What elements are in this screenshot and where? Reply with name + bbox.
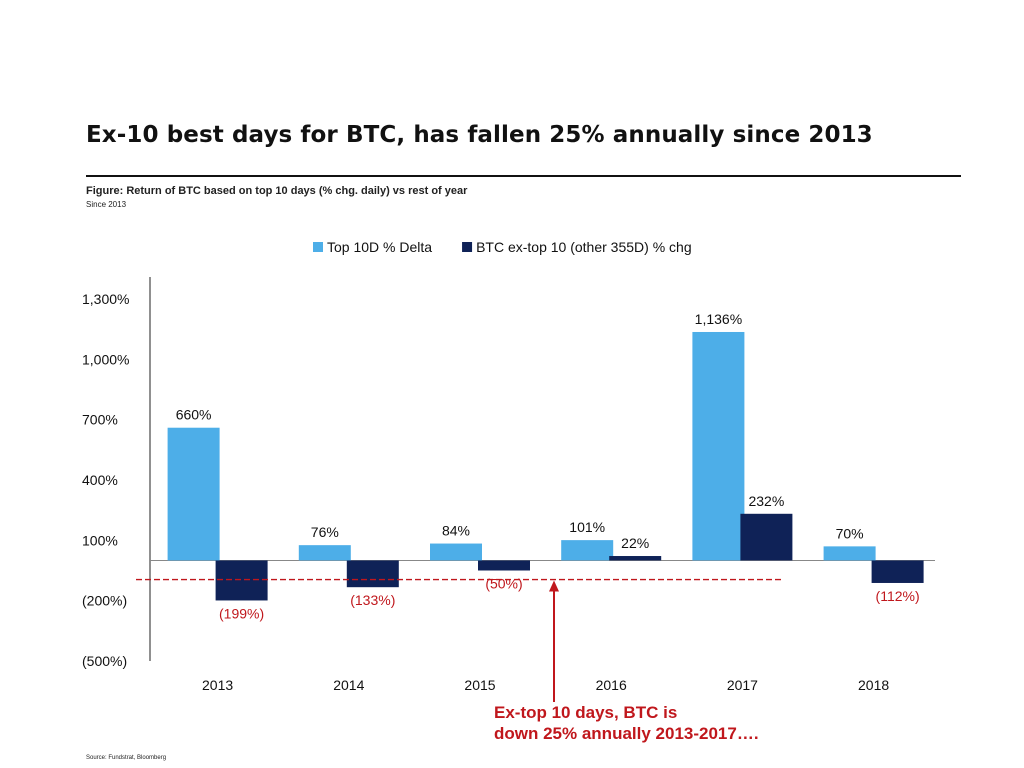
bar-ex-top10 [871,560,924,583]
legend-swatch-ex-top10 [462,242,473,252]
y-tick-label: 1,300% [82,291,129,307]
x-tick-label: 2014 [333,677,364,693]
figure-subtitle: Since 2013 [86,200,127,209]
y-tick-label: 400% [82,472,118,488]
bar-label-ex-top10: 22% [621,535,649,551]
annotation-arrow-head [549,580,559,592]
bar-label-ex-top10: (199%) [219,605,264,621]
bar-ex-top10 [609,556,662,561]
bar-label-ex-top10: (112%) [876,588,920,604]
annotation-text-line2: down 25% annually 2013-2017…. [494,724,759,743]
bar-labels: 660% (199%) 76% (133%) 84% (50%) 101% 22% 1,136%… [176,311,920,621]
x-tick-label: 2013 [202,677,233,693]
legend-label-ex-top10: BTC ex-top 10 (other 355D) % chg [476,239,692,255]
legend: Top 10D % Delta BTC ex-top 10 (other 355… [313,239,692,255]
bar-label-top10: 1,136% [695,311,742,327]
bar-label-top10: 660% [176,407,212,423]
x-tick-label: 2018 [858,677,889,693]
bar-top10 [430,543,482,561]
bar-ex-top10 [478,560,530,571]
bar-top10 [298,545,351,561]
y-tick-label: (200%) [82,593,127,609]
x-tick-label: 2016 [596,677,627,693]
bar-ex-top10 [740,513,793,561]
annotation-text-line1: Ex-top 10 days, BTC is [494,703,677,722]
y-tick-label: 100% [82,532,118,548]
bar-label-top10: 101% [569,519,605,535]
bars [167,331,924,601]
legend-label-top10: Top 10D % Delta [327,239,432,255]
source-note: Source: Fundstrat, Bloomberg [86,755,167,761]
bar-top10 [692,331,745,561]
x-axis: 2013 2014 2015 2016 2017 2018 [150,559,935,693]
y-axis: 1,300% 1,000% 700% 400% 100% (200%) (500%) [82,277,151,669]
y-tick-label: 700% [82,412,118,428]
bar-label-ex-top10: 232% [748,493,784,509]
bar-label-top10: 76% [311,524,339,540]
annotation: Ex-top 10 days, BTC is down 25% annually… [136,578,783,743]
title-divider [86,175,961,177]
bar-label-top10: 84% [442,523,470,539]
x-tick-label: 2017 [727,677,758,693]
legend-swatch-top10 [313,242,323,252]
bar-ex-top10 [346,560,399,588]
y-tick-label: (500%) [82,653,127,669]
figure-title: Figure: Return of BTC based on top 10 da… [86,185,468,197]
bar-top10 [823,546,876,561]
x-tick-label: 2015 [464,677,495,693]
bar-label-top10: 70% [836,525,864,541]
bar-top10 [561,540,614,561]
bar-label-ex-top10: (133%) [350,592,395,608]
bar-label-ex-top10: (50%) [485,576,522,592]
bar-ex-top10 [215,560,268,601]
y-tick-label: 1,000% [82,351,129,367]
slide-title: Ex-10 best days for BTC, has fallen 25% … [86,122,873,148]
bar-top10 [167,427,220,561]
